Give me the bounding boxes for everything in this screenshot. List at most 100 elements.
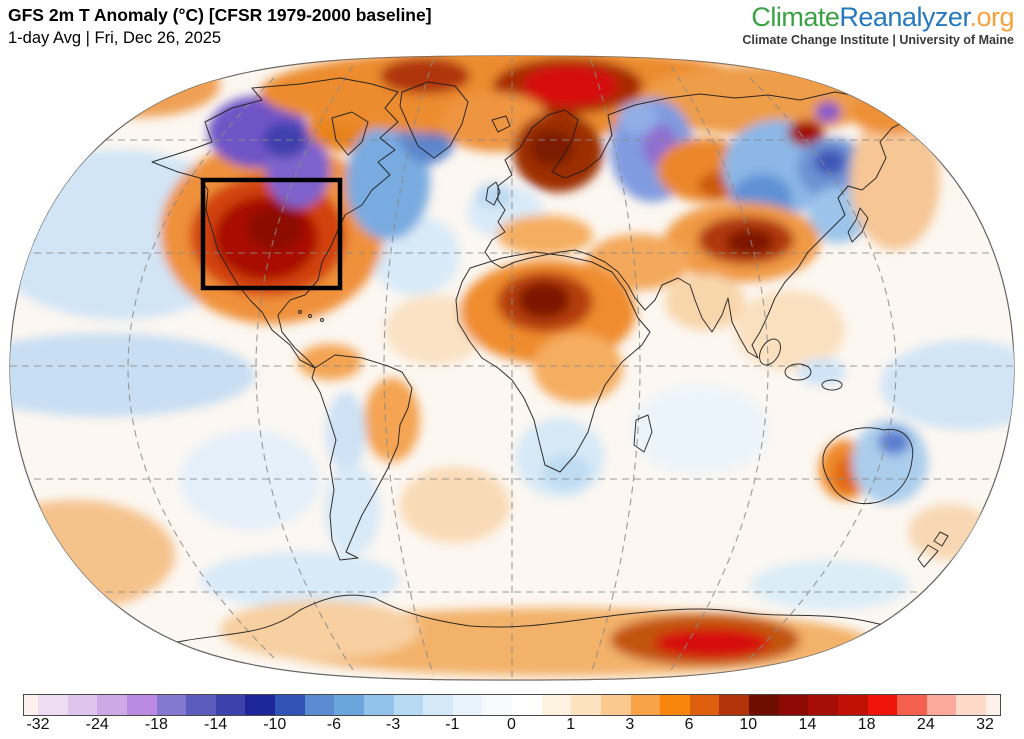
us-highlight-box	[200, 177, 343, 291]
anomaly-kara-hot-core	[522, 66, 618, 106]
colorbar-cell	[600, 695, 631, 715]
site-logo[interactable]: ClimateReanalyzer.org	[742, 2, 1014, 32]
anomaly-nw-pacific-warm-corner	[60, 56, 220, 117]
colorbar-tick-label: -6	[326, 716, 342, 733]
anomaly-indian-ocean-neutral	[630, 385, 770, 475]
colorbar-tick-label: -18	[144, 716, 168, 733]
colorbar-cell	[808, 695, 838, 715]
colorbar-cell	[689, 695, 720, 715]
anomaly-andes-cool	[326, 392, 366, 472]
colorbar-cell	[482, 695, 512, 715]
colorbar-cell	[67, 695, 98, 715]
anomaly-west-pacific-warm	[850, 110, 940, 250]
anomaly-antarctic-left-mild	[220, 600, 420, 660]
anomaly-se-pacific-cool	[180, 430, 320, 530]
anomaly-alaska-cold-core	[263, 122, 307, 158]
colorbar-cell	[512, 695, 542, 715]
colorbar-tick-label: 0	[507, 716, 516, 733]
anomaly-sahel-hot-core	[518, 282, 570, 318]
anomaly-kamchatka-warm	[850, 90, 930, 134]
colorbar-tick-label: -1	[445, 716, 460, 733]
colorbar-cell	[275, 695, 305, 715]
colorbar-cell	[541, 695, 572, 715]
colorbar-cell	[630, 695, 661, 715]
anomaly-south-africa-cool-core	[542, 454, 590, 490]
colorbar-cell	[393, 695, 424, 715]
colorbar-tick-label: -3	[386, 716, 401, 733]
anomaly-equatorial-pacific-cool-west	[10, 333, 255, 417]
logo-climate-text: Climate	[751, 2, 840, 32]
anomaly-central-atlantic-warm	[385, 295, 485, 365]
logo-org-text: .org	[969, 2, 1014, 32]
anomaly-east-africa-warm	[533, 333, 623, 403]
colorbar-cell	[926, 695, 957, 715]
color-scale-bar	[23, 694, 1001, 716]
colorbar-tick-label: 6	[684, 716, 694, 733]
anomaly-india-mild-warm	[665, 274, 745, 330]
colorbar-cell	[38, 695, 68, 715]
colorbar-tick-label: 10	[739, 716, 758, 733]
anomaly-antarctic-hot-core	[654, 628, 770, 658]
anomaly-brazil-warm	[364, 378, 420, 462]
colorbar-cell	[719, 695, 749, 715]
logo-reanalyzer-text: Reanalyzer	[839, 2, 970, 32]
anomaly-southern-ocean-cool-east	[750, 560, 910, 610]
institute-tagline: Climate Change Institute | University of…	[742, 33, 1014, 47]
site-branding: ClimateReanalyzer.org Climate Change Ins…	[742, 2, 1014, 48]
anomaly-argentina-cool	[324, 465, 380, 555]
colorbar-tick-label: 3	[625, 716, 635, 733]
colorbar-cell	[215, 695, 246, 715]
colorbar-tick-label: 32	[976, 716, 994, 733]
anomaly-nw-south-america-warm	[298, 344, 362, 380]
anomaly-barents-cool	[618, 102, 658, 134]
anomaly-south-atlantic-warm	[400, 467, 510, 543]
anomaly-ne-asia-cold-core	[814, 149, 846, 175]
colorbar-tick-label: -24	[85, 716, 109, 733]
anomaly-se-asia-cool-spot	[798, 358, 846, 386]
colorbar-cell	[334, 695, 364, 715]
colorbar-cell	[452, 695, 483, 715]
colorbar-cell	[897, 695, 927, 715]
page-title: GFS 2m T Anomaly (°C) [CFSR 1979-2000 ba…	[8, 5, 432, 25]
coastlines	[149, 77, 951, 651]
colorbar-cell	[304, 695, 335, 715]
colorbar-cell	[423, 695, 453, 715]
colorbar-cell	[245, 695, 275, 715]
anomaly-new-zealand-warm	[908, 504, 992, 560]
colorbar-tick-label: -14	[204, 716, 228, 733]
graticule-lines	[10, 58, 1014, 678]
colorbar-tick-label: 1	[566, 716, 576, 733]
colorbar-cell	[363, 695, 394, 715]
colorbar-cell	[571, 695, 601, 715]
colorbar-tick-label: 18	[857, 716, 876, 733]
anomaly-us-warm-inner	[247, 206, 303, 250]
colorbar-cell	[986, 695, 1000, 715]
anomaly-middle-east-warm	[586, 234, 690, 290]
colorbar-cell	[97, 695, 127, 715]
colorbar-cell	[778, 695, 809, 715]
anomaly-equatorial-pacific-cool-east	[880, 340, 1014, 430]
anomaly-south-europe-warm	[497, 215, 593, 255]
anomaly-southern-ocean-cool-west	[200, 552, 400, 608]
colorbar-cell	[24, 695, 38, 715]
colorbar-cell	[837, 695, 868, 715]
colorbar-tick-label: 24	[916, 716, 935, 733]
colorbar-tick-label: -10	[263, 716, 287, 733]
colorbar-tick-label: -32	[26, 716, 50, 733]
anomaly-uk-cool	[476, 183, 512, 209]
color-scale-tick-labels: -32 -24 -18 -14 -10 -6 -3 -1 0 1 3 6 10 14 18 24 32	[0, 716, 1024, 738]
colorbar-cell	[956, 695, 986, 715]
page-subtitle: 1-day Avg | Fri, Dec 26, 2025	[8, 29, 222, 47]
colorbar-cell	[126, 695, 157, 715]
anomaly-ne-siberia-purple-spot	[815, 101, 841, 123]
colorbar-cell	[156, 695, 187, 715]
colorbar-cell	[186, 695, 216, 715]
header: GFS 2m T Anomaly (°C) [CFSR 1979-2000 ba…	[8, 4, 432, 49]
colorbar-cell	[660, 695, 690, 715]
colorbar-cell	[867, 695, 898, 715]
colorbar-tick-label: 14	[798, 716, 817, 733]
colorbar-cell	[749, 695, 779, 715]
anomaly-australia-east-cool-core	[878, 429, 910, 455]
